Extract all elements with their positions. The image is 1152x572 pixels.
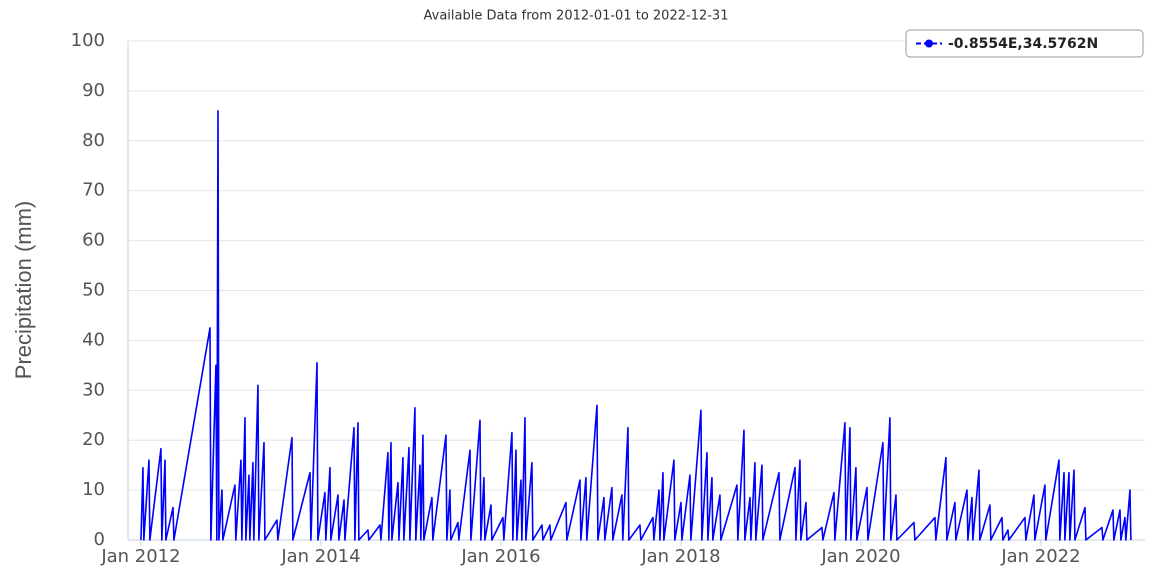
y-tick-label: 90 (82, 80, 105, 101)
y-tick-label: 50 (82, 280, 105, 301)
y-tick-label: 100 (71, 30, 105, 51)
y-tick-label: 0 (94, 529, 105, 550)
y-tick-label: 70 (82, 180, 105, 201)
y-tick-label: 20 (82, 429, 105, 450)
legend: -0.8554E,34.5762N (905, 29, 1144, 58)
y-tick-label: 30 (82, 379, 105, 400)
chart-title: Available Data from 2012-01-01 to 2022-1… (424, 9, 729, 24)
y-tick-label: 80 (82, 130, 105, 151)
y-tick-label: 10 (82, 479, 105, 500)
data-line (140, 110, 1132, 541)
legend-box (905, 29, 1144, 58)
legend-marker (925, 39, 933, 48)
x-tick-label: Jan 2016 (460, 546, 540, 567)
x-tick-label: Jan 2012 (100, 546, 180, 567)
x-tick-label: Jan 2020 (820, 546, 900, 567)
x-tick-label: Jan 2018 (640, 546, 720, 567)
x-tick-label: Jan 2022 (1000, 546, 1080, 567)
y-tick-label: 40 (82, 329, 105, 350)
y-axis-label: Precipitation (mm) (11, 201, 36, 379)
x-tick-label: Jan 2014 (280, 546, 360, 567)
y-tick-label: 60 (82, 230, 105, 251)
legend-label: -0.8554E,34.5762N (948, 36, 1098, 52)
